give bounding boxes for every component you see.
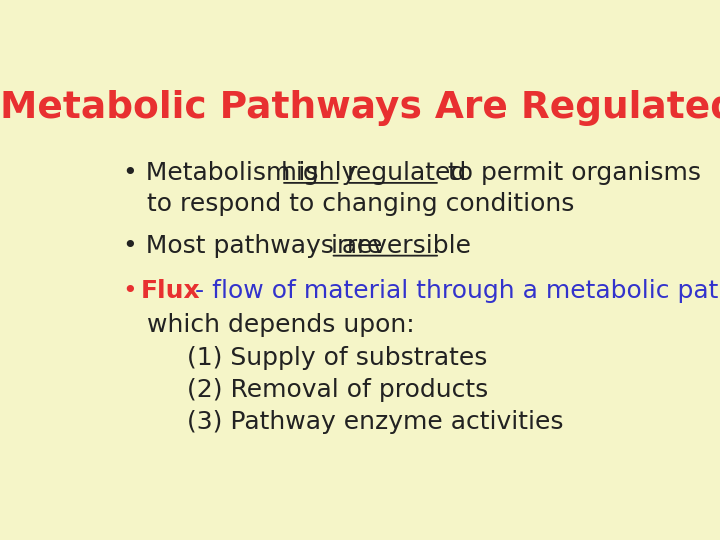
Text: Metabolic Pathways Are Regulated: Metabolic Pathways Are Regulated <box>1 91 720 126</box>
Text: (1) Supply of substrates: (1) Supply of substrates <box>124 346 488 370</box>
Text: Flux: Flux <box>141 279 201 303</box>
Text: - flow of material through a metabolic pathway: - flow of material through a metabolic p… <box>187 279 720 303</box>
Text: • Metabolism is: • Metabolism is <box>124 161 327 185</box>
Text: to permit organisms: to permit organisms <box>440 161 701 185</box>
Text: • Most pathways are: • Most pathways are <box>124 234 391 258</box>
Text: highly: highly <box>282 161 358 185</box>
Text: (3) Pathway enzyme activities: (3) Pathway enzyme activities <box>124 409 564 434</box>
Text: irreversible: irreversible <box>330 234 472 258</box>
Text: (2) Removal of products: (2) Removal of products <box>124 378 489 402</box>
Text: •: • <box>124 279 146 303</box>
Text: regulated: regulated <box>346 161 467 185</box>
Text: which depends upon:: which depends upon: <box>124 313 415 336</box>
Text: to respond to changing conditions: to respond to changing conditions <box>124 192 575 216</box>
